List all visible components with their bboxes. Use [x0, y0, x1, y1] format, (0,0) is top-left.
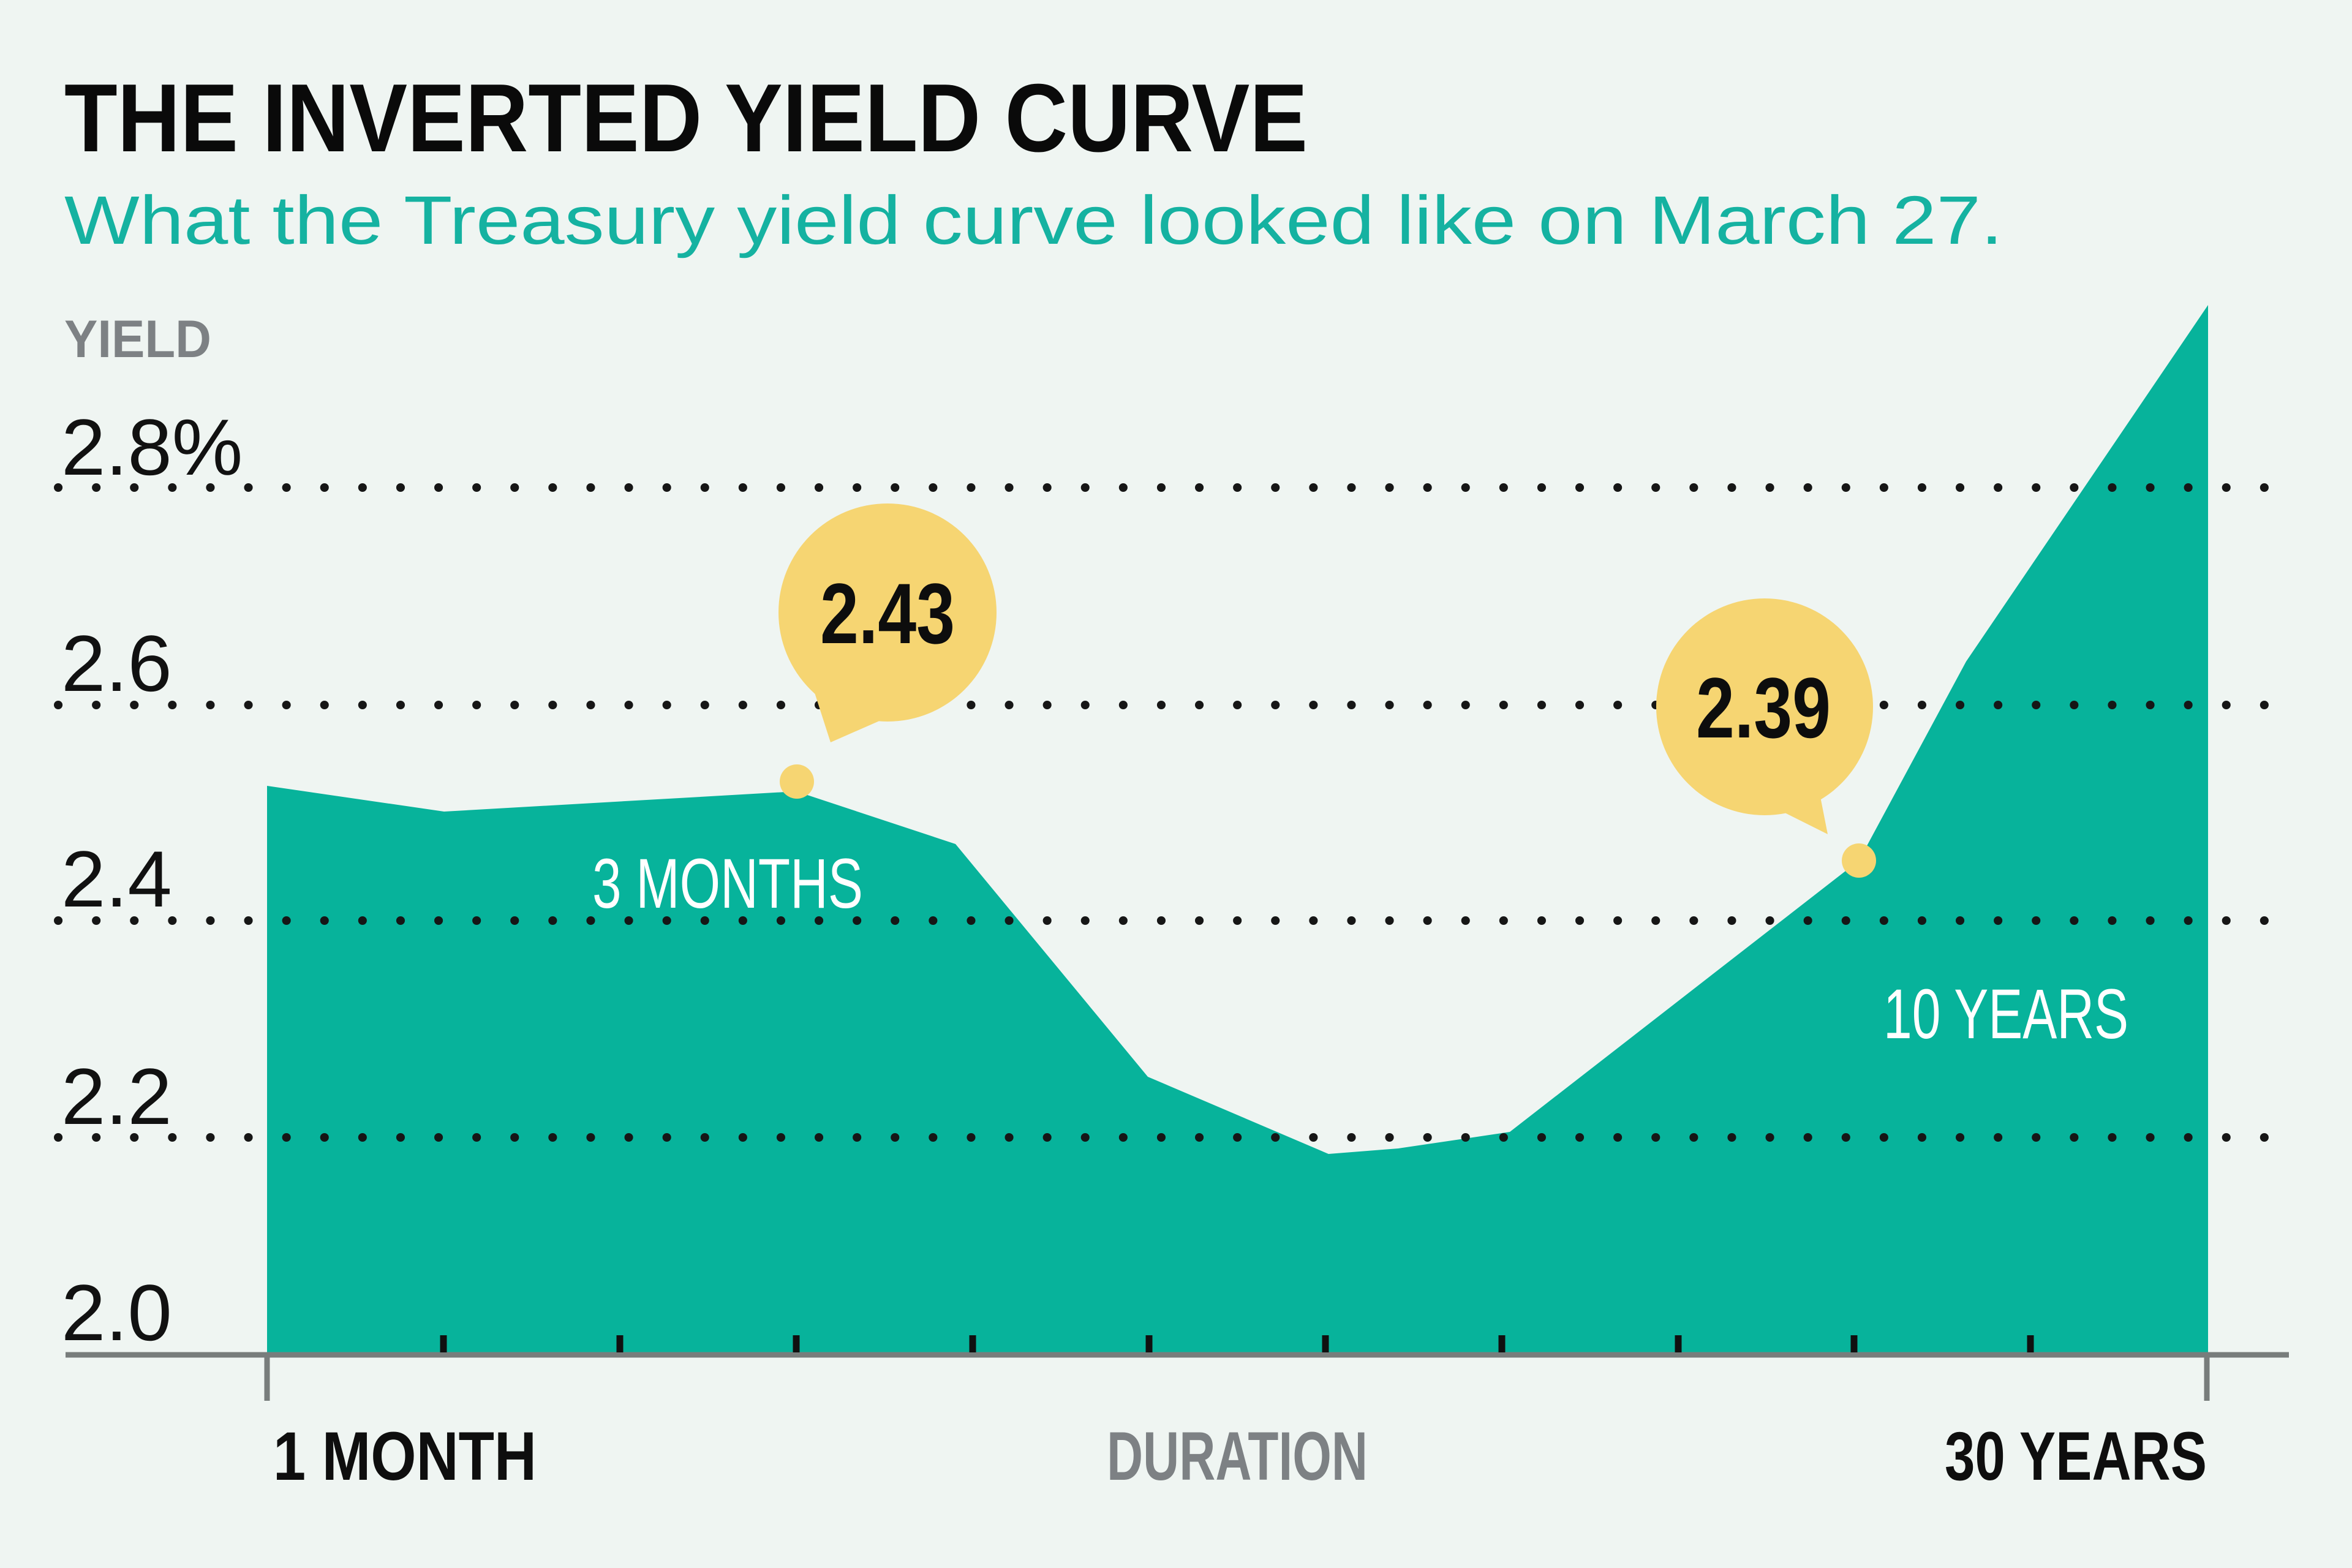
callout-10-years: 2.39: [1656, 598, 1876, 878]
data-point-marker-3-months: [780, 764, 814, 799]
speech-bubble: [1656, 598, 1873, 815]
y-tick-label-2-6: 2.6: [61, 619, 172, 708]
area-label-10-years: 10 YEARS: [1883, 975, 2128, 1054]
x-label-1-month: 1 MONTH: [273, 1418, 537, 1494]
y-tick-label-2-4: 2.4: [61, 834, 172, 924]
axis-tick-group: [440, 1335, 2034, 1352]
yield-curve-area: [267, 305, 2208, 1355]
chart-title: THE INVERTED YIELD CURVE: [64, 64, 1308, 172]
x-axis-title-duration: DURATION: [1107, 1418, 1368, 1494]
speech-bubble: [778, 503, 997, 722]
y-tick-label-2-2: 2.2: [61, 1052, 172, 1141]
chart-subtitle: What the Treasury yield curve looked lik…: [64, 182, 2003, 258]
callout-3-months: 2.43: [778, 503, 997, 799]
y-tick-label-2-0: 2.0: [61, 1268, 172, 1357]
x-label-30-years: 30 YEARS: [1945, 1418, 2207, 1494]
callout-value-10-years: 2.39: [1696, 660, 1831, 756]
callout-value-3-months: 2.43: [820, 565, 955, 662]
y-tick-label-2-8: 2.8%: [61, 402, 243, 492]
data-point-marker-10-years: [1842, 843, 1876, 878]
area-label-3-months: 3 MONTHS: [592, 845, 863, 923]
y-axis-title: YIELD: [64, 310, 211, 369]
